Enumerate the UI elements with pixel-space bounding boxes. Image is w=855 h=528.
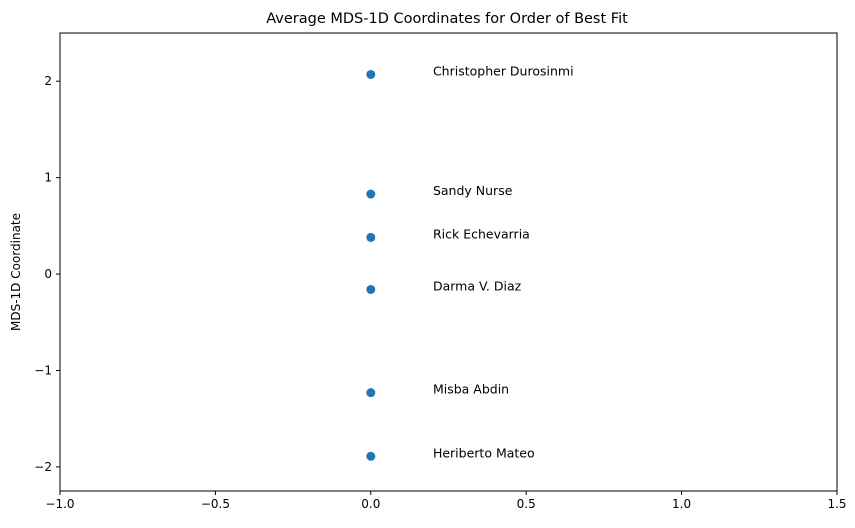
chart-title: Average MDS-1D Coordinates for Order of … [266, 11, 628, 27]
point-label: Misba Abdin [433, 382, 509, 397]
x-tick-label: 1.5 [827, 497, 846, 511]
data-points [366, 69, 376, 461]
y-axis: −2 −1 0 1 2 [34, 74, 60, 474]
point-label: Darma V. Diaz [433, 278, 522, 293]
plot-area [59, 32, 838, 492]
x-tick-label: 0.0 [361, 497, 380, 511]
point-label: Rick Echevarria [433, 226, 530, 241]
point-label: Christopher Durosinmi [433, 63, 574, 78]
data-point [366, 451, 376, 461]
data-point [366, 232, 376, 242]
y-tick-label: −1 [34, 363, 52, 377]
y-tick-label: 0 [44, 267, 52, 281]
x-tick-label: −1.0 [45, 497, 74, 511]
data-point [366, 388, 376, 398]
point-label: Sandy Nurse [433, 183, 513, 198]
x-tick-label: 1.0 [672, 497, 691, 511]
data-point [366, 69, 376, 79]
point-labels: Christopher Durosinmi Sandy Nurse Rick Ech… [433, 63, 574, 460]
y-tick-label: 1 [44, 171, 52, 185]
data-point [366, 284, 376, 294]
y-tick-label: −2 [34, 460, 52, 474]
x-tick-label: 0.5 [517, 497, 536, 511]
x-tick-label: −0.5 [201, 497, 230, 511]
data-point [366, 189, 376, 199]
point-label: Heriberto Mateo [433, 445, 535, 460]
x-axis: −1.0 −0.5 0.0 0.5 1.0 1.5 [45, 491, 847, 511]
y-tick-label: 2 [44, 74, 52, 88]
y-axis-label: MDS-1D Coordinate [9, 213, 23, 331]
